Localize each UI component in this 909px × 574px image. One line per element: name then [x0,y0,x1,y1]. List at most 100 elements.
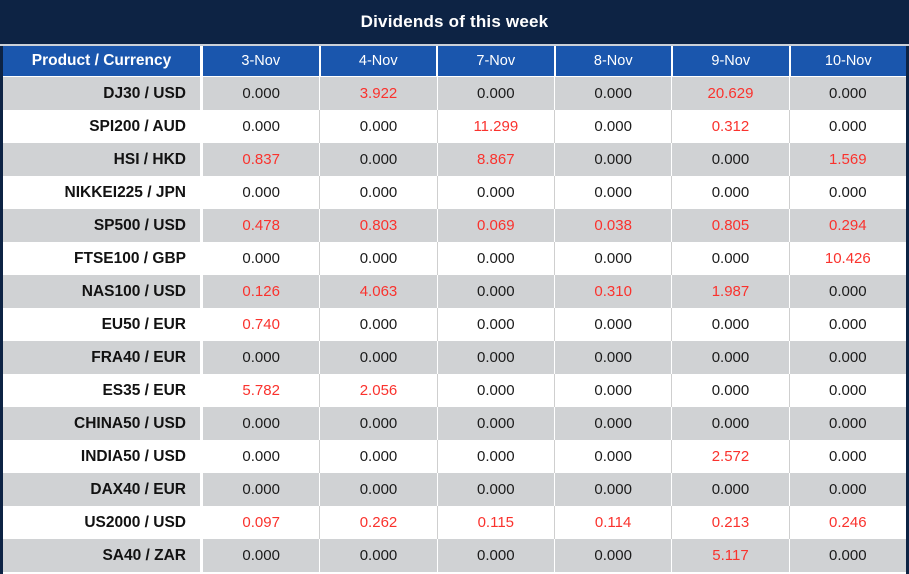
product-currency-cell: DJ30 / USD [3,77,203,110]
table-row: EU50 / EUR 0.740 0.000 0.000 0.000 0.000 0.000 [3,308,906,341]
dividend-value-cell: 0.000 [242,481,280,498]
dividend-value-cell: 0.000 [788,308,906,341]
dividend-value-cell: 0.000 [788,176,906,209]
dividend-value-cell: 0.000 [242,415,280,432]
dividend-value-cell: 0.246 [788,506,906,539]
dividend-value-cell: 0.000 [553,110,671,143]
dividend-value-cell: 0.000 [553,341,671,374]
dividend-value-cell: 0.262 [319,506,436,539]
dividend-value-cell: 0.000 [436,77,554,110]
dividend-value-cell: 0.000 [671,407,788,440]
dividend-value-cell: 0.213 [671,506,788,539]
dividend-value-cell: 1.987 [671,275,788,308]
dividend-value-cell: 5.782 [242,382,280,399]
dividend-value-cell: 0.000 [436,473,554,506]
dividend-value-cell: 4.063 [319,275,436,308]
table-row: FTSE100 / GBP 0.000 0.000 0.000 0.000 0.000 10… [3,242,906,275]
table-row: US2000 / USD 0.097 0.262 0.115 0.114 0.213 0.2… [3,506,906,539]
dividend-value-cell: 0.000 [319,341,436,374]
product-currency-cell: US2000 / USD [3,506,203,539]
table-row: DJ30 / USD 0.000 3.922 0.000 0.000 20.629 0.00… [3,77,906,110]
dividend-value-cell: 0.000 [671,242,788,275]
dividend-value-cell: 0.805 [671,209,788,242]
table-row: ES35 / EUR 5.782 2.056 0.000 0.000 0.000 0.000 [3,374,906,407]
dividend-value-cell: 0.126 [242,283,280,300]
dividend-value-cell: 0.000 [436,407,554,440]
dividend-value-cell: 0.000 [788,407,906,440]
dividend-value-cell: 0.000 [671,308,788,341]
table-row: SA40 / ZAR 0.000 0.000 0.000 0.000 5.117 0.000 [3,539,906,572]
dividend-value-cell: 0.000 [788,77,906,110]
dividend-value-cell: 0.038 [553,209,671,242]
dividend-value-cell: 0.000 [553,143,671,176]
product-currency-cell: NAS100 / USD [3,275,203,308]
dividend-value-cell: 0.000 [671,374,788,407]
dividend-value-cell: 0.000 [242,349,280,366]
dividend-value-cell: 0.000 [242,118,280,135]
dividend-value-cell: 0.000 [319,110,436,143]
product-currency-cell: ES35 / EUR [3,374,203,407]
product-currency-cell: SPI200 / AUD [3,110,203,143]
dividend-value-cell: 0.000 [788,341,906,374]
widget-title: Dividends of this week [0,0,909,44]
dividend-value-cell: 0.000 [671,143,788,176]
dividend-value-cell: 0.097 [242,514,280,531]
table-row: FRA40 / EUR 0.000 0.000 0.000 0.000 0.000 0.00… [3,341,906,374]
dividend-value-cell: 0.000 [242,85,280,102]
dividend-value-cell: 0.000 [436,275,554,308]
dividend-value-cell: 0.000 [319,407,436,440]
dividend-value-cell: 0.000 [319,242,436,275]
dividend-value-cell: 11.299 [436,110,554,143]
dividend-value-cell: 0.000 [788,110,906,143]
product-currency-cell: FRA40 / EUR [3,341,203,374]
dividend-value-cell: 0.312 [671,110,788,143]
dividend-value-cell: 0.000 [553,308,671,341]
table-body: DJ30 / USD 0.000 3.922 0.000 0.000 20.629 0.00… [3,77,906,574]
product-currency-cell: DAX40 / EUR [3,473,203,506]
dividend-value-cell: 0.000 [671,341,788,374]
table-row: SP500 / USD 0.478 0.803 0.069 0.038 0.805 0.29… [3,209,906,242]
dividend-value-cell: 0.000 [553,176,671,209]
dividend-value-cell: 2.572 [671,440,788,473]
dividend-value-cell: 0.000 [319,143,436,176]
dividend-value-cell: 0.478 [242,217,280,234]
title-separator [0,44,909,46]
header-cell-date-6: 10-Nov [788,46,907,76]
dividend-value-cell: 0.000 [242,250,280,267]
table-row: SPI200 / AUD 0.000 0.000 11.299 0.000 0.312 0.… [3,110,906,143]
dividend-value-cell: 0.000 [553,473,671,506]
dividend-value-cell: 0.000 [788,275,906,308]
dividend-value-cell: 20.629 [671,77,788,110]
dividend-value-cell: 0.310 [553,275,671,308]
product-currency-cell: INDIA50 / USD [3,440,203,473]
dividend-value-cell: 0.000 [671,473,788,506]
header-cell-date-5: 9-Nov [671,46,789,76]
dividend-value-cell: 10.426 [788,242,906,275]
dividend-value-cell: 0.000 [319,473,436,506]
product-currency-cell: SP500 / USD [3,209,203,242]
dividend-value-cell: 0.000 [436,539,554,572]
dividend-value-cell: 3.922 [319,77,436,110]
dividend-value-cell: 0.000 [553,242,671,275]
header-cell-product: Product / Currency [3,46,203,76]
table-row: CHINA50 / USD 0.000 0.000 0.000 0.000 0.000 0.… [3,407,906,440]
table-row: NAS100 / USD 0.126 4.063 0.000 0.310 1.987 0.0… [3,275,906,308]
dividend-value-cell: 0.000 [553,407,671,440]
dividend-value-cell: 0.740 [242,316,280,333]
dividend-value-cell: 0.000 [553,539,671,572]
dividend-value-cell: 0.000 [319,539,436,572]
dividend-value-cell: 0.000 [436,176,554,209]
dividend-value-cell: 0.115 [436,506,554,539]
header-cell-date-4: 8-Nov [553,46,672,76]
dividend-value-cell: 5.117 [671,539,788,572]
dividend-value-cell: 0.803 [319,209,436,242]
dividend-value-cell: 0.000 [319,176,436,209]
dividend-value-cell: 0.000 [788,539,906,572]
dividend-value-cell: 0.000 [319,308,436,341]
dividend-value-cell: 0.000 [436,374,554,407]
header-cell-date-1: 3-Nov [241,53,281,69]
dividend-value-cell: 0.069 [436,209,554,242]
dividend-value-cell: 2.056 [319,374,436,407]
dividend-value-cell: 1.569 [788,143,906,176]
